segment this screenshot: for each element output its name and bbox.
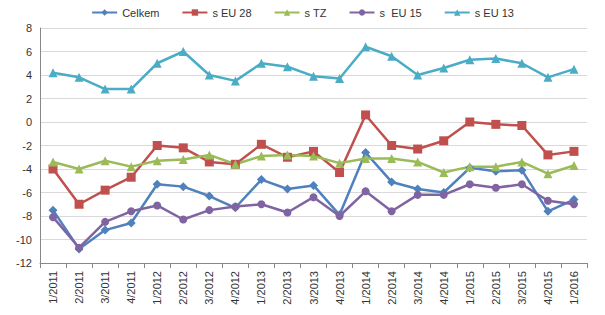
svg-text:2: 2 [26,93,32,105]
svg-text:1/2016: 1/2016 [568,271,580,305]
svg-text:4: 4 [26,69,32,81]
svg-text:2/2012: 2/2012 [177,271,189,305]
svg-text:Celkem: Celkem [122,7,159,19]
svg-text:3/2012: 3/2012 [203,271,215,305]
svg-text:-2: -2 [22,140,32,152]
svg-text:2/2015: 2/2015 [490,271,502,305]
svg-text:2/2013: 2/2013 [281,271,293,305]
svg-text:0: 0 [26,116,32,128]
svg-text:s TZ: s TZ [305,7,327,19]
svg-text:3/2014: 3/2014 [412,271,424,305]
svg-text:1/2014: 1/2014 [360,271,372,305]
svg-text:3/2013: 3/2013 [308,271,320,305]
svg-text:4/2014: 4/2014 [438,271,450,305]
svg-text:s EU 15: s EU 15 [380,7,422,19]
svg-text:2/2014: 2/2014 [386,271,398,305]
svg-text:-10: -10 [16,234,32,246]
svg-text:3/2015: 3/2015 [516,271,528,305]
svg-text:4/2011: 4/2011 [125,271,137,304]
svg-text:3/2011: 3/2011 [99,271,111,304]
svg-text:8: 8 [26,22,32,34]
svg-text:4/2012: 4/2012 [229,271,241,305]
svg-text:6: 6 [26,46,32,58]
svg-text:2/2011: 2/2011 [73,271,85,304]
svg-text:4/2015: 4/2015 [542,271,554,305]
svg-text:-6: -6 [22,187,32,199]
svg-text:4/2013: 4/2013 [334,271,346,305]
svg-text:s EU 28: s EU 28 [212,7,251,19]
svg-text:-12: -12 [16,257,32,269]
svg-text:1/2015: 1/2015 [464,271,476,305]
svg-text:-4: -4 [22,163,32,175]
svg-text:1/2012: 1/2012 [151,271,163,305]
svg-text:s EU 13: s EU 13 [475,7,514,19]
svg-text:1/2011: 1/2011 [47,271,59,304]
svg-text:1/2013: 1/2013 [255,271,267,305]
svg-text:-8: -8 [22,210,32,222]
